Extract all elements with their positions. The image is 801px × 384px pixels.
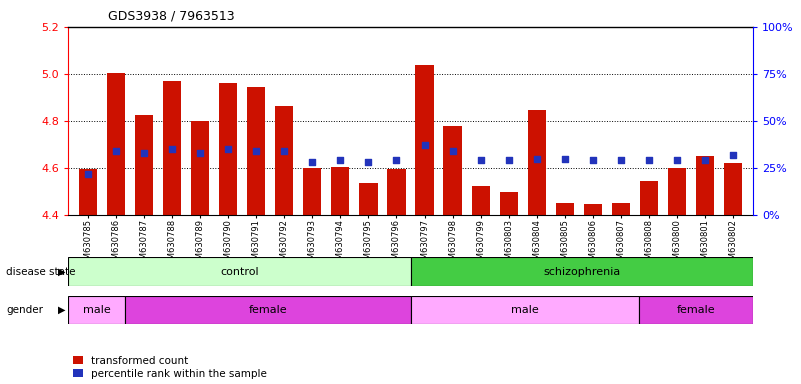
Point [82,170,95,177]
Legend: transformed count, percentile rank within the sample: transformed count, percentile rank withi… [74,356,267,379]
Point [334,157,347,164]
Bar [107,73,125,215]
Bar [68,296,125,324]
Bar [68,257,410,286]
Bar [410,257,753,286]
Bar [638,296,753,324]
Bar [247,87,265,215]
Point [306,159,319,166]
Point [222,146,235,152]
Bar [500,192,518,215]
Point [586,157,599,164]
Point [698,157,711,164]
Point [502,157,515,164]
Point [614,157,627,164]
Bar [388,169,405,215]
Text: ▶: ▶ [58,266,66,277]
Point [418,142,431,149]
Bar [472,185,489,215]
Bar [640,181,658,215]
Bar [125,296,410,324]
Text: female: female [677,305,715,315]
Text: male: male [83,305,111,315]
Bar [135,115,153,215]
Point [446,148,459,154]
Text: ▶: ▶ [58,305,66,315]
Bar [416,65,433,215]
Point [138,150,151,156]
Bar [528,110,546,215]
Point [166,146,179,152]
Bar [696,156,714,215]
Text: GDS3938 / 7963513: GDS3938 / 7963513 [108,10,235,23]
Text: male: male [511,305,538,315]
Text: schizophrenia: schizophrenia [543,266,620,277]
Bar [191,121,209,215]
Point [670,157,683,164]
Text: control: control [220,266,259,277]
Point [530,156,543,162]
Bar [219,83,237,215]
Bar [332,167,349,215]
Point [194,150,207,156]
Point [390,157,403,164]
Bar [556,203,574,215]
Point [278,148,291,154]
Point [362,159,375,166]
Text: disease state: disease state [6,266,76,277]
Point [558,156,571,162]
Point [474,157,487,164]
Point [250,148,263,154]
Bar [410,296,638,324]
Bar [163,81,181,215]
Bar [668,168,686,215]
Bar [612,203,630,215]
Bar [275,106,293,215]
Bar [303,168,321,215]
Bar [78,169,97,215]
Bar [444,126,461,215]
Point [110,148,123,154]
Point [642,157,655,164]
Bar [584,204,602,215]
Text: gender: gender [6,305,43,315]
Point [727,152,739,158]
Text: female: female [248,305,287,315]
Bar [360,183,377,215]
Bar [724,163,743,215]
